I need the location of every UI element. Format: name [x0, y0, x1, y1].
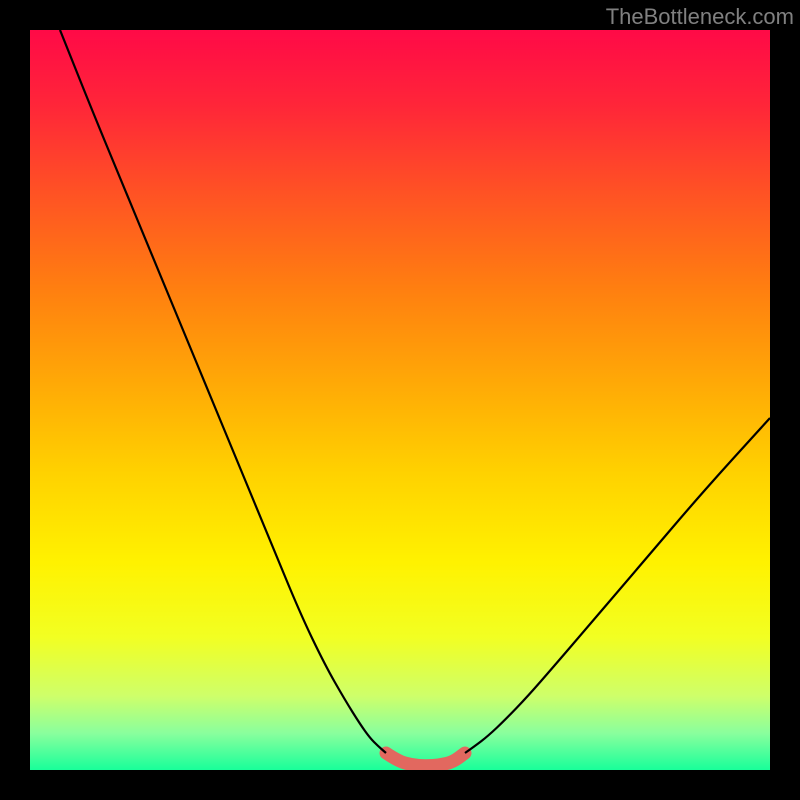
curve-left [60, 30, 386, 753]
curve-layer [30, 30, 770, 770]
chart-frame: TheBottleneck.com [0, 0, 800, 800]
watermark-label: TheBottleneck.com [606, 4, 794, 30]
curve-right [465, 418, 770, 753]
plot-area [30, 30, 770, 770]
bottleneck-highlight [386, 753, 465, 766]
